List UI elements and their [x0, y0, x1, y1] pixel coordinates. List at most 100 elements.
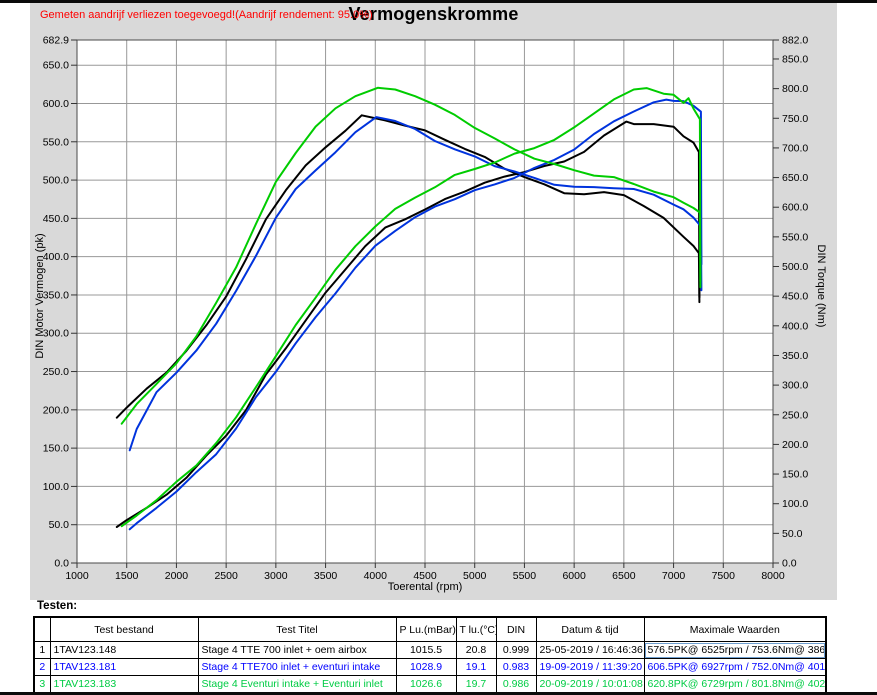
tick-label: 650.0 — [782, 172, 808, 184]
y-right-axis-title: DIN Torque (Nm) — [815, 245, 827, 328]
curve-4 — [120, 87, 702, 528]
column-header-6: Datum & tijd — [535, 616, 645, 642]
tick-label: 600.0 — [43, 98, 69, 110]
table-cell[interactable]: 20.8 — [455, 641, 497, 659]
tick-label: 1500 — [115, 570, 139, 582]
row-number: 2 — [33, 658, 51, 676]
table-cell[interactable]: Stage 4 TTE 700 inlet + oem airbox — [197, 641, 397, 659]
tick-label: 200.0 — [782, 439, 808, 451]
tick-label: 300.0 — [782, 380, 808, 392]
tick-label: 7000 — [662, 570, 686, 582]
tick-label: 150.0 — [43, 443, 69, 455]
table-cell[interactable]: 1028.9 — [395, 658, 457, 676]
table-row-1: 1 1TAV123.148 Stage 4 TTE 700 inlet + oem … — [33, 641, 827, 659]
tick-label: 650.0 — [43, 60, 69, 72]
table-cell[interactable]: 1015.5 — [395, 641, 457, 659]
row-number: 1 — [33, 641, 51, 659]
tick-label: 2500 — [214, 570, 238, 582]
table-cell[interactable]: Stage 4 Eventuri intake + Eventuri inlet — [197, 675, 397, 694]
tick-label: 50.0 — [49, 519, 70, 531]
tick-label: 350.0 — [782, 350, 808, 362]
selected-cell[interactable]: 576.5PK@ 6525rpm / 753.6Nm@ 3863rpm — [643, 641, 827, 659]
tick-label: 700.0 — [782, 142, 808, 154]
table-cell[interactable]: 0.999 — [495, 641, 537, 659]
column-header-7: Maximale Waarden — [643, 616, 827, 642]
tick-label: 8000 — [761, 570, 785, 582]
table-cell[interactable]: 19.7 — [455, 675, 497, 694]
row-number: 3 — [33, 675, 51, 694]
table-cell[interactable]: 1TAV123.148 — [49, 641, 199, 659]
column-header-5: DIN — [495, 616, 537, 642]
curve-3 — [128, 116, 703, 452]
table-cell[interactable]: Stage 4 TTE700 inlet + eventuri intake — [197, 658, 397, 676]
column-header-1: Test bestand — [49, 616, 199, 642]
tick-label: 250.0 — [43, 366, 69, 378]
column-header-0 — [33, 616, 51, 642]
dyno-curves — [115, 86, 703, 531]
tick-label: 5000 — [463, 570, 487, 582]
table-cell[interactable]: 1TAV123.181 — [49, 658, 199, 676]
tick-label: 400.0 — [782, 320, 808, 332]
curve-1 — [115, 114, 701, 419]
tick-label: 200.0 — [43, 404, 69, 416]
gridlines — [77, 40, 773, 563]
tick-label: 2000 — [165, 570, 189, 582]
window-frame-bottom — [0, 692, 877, 695]
y-left-axis-title: DIN Motor Vermogen (pk) — [34, 233, 46, 358]
axis-ticks — [71, 39, 779, 568]
tick-label: 550.0 — [782, 231, 808, 243]
drivetrain-loss-note: Gemeten aandrijf verliezen toegevoegd!(A… — [40, 9, 373, 21]
tick-label: 3000 — [264, 570, 288, 582]
table-row-2: 2 1TAV123.181 Stage 4 TTE700 inlet + event… — [33, 658, 827, 676]
table-cell[interactable]: 0.986 — [495, 675, 537, 694]
tick-label: 500.0 — [782, 261, 808, 273]
tick-label: 350.0 — [43, 289, 69, 301]
tests-section-label: Testen: — [37, 600, 78, 612]
power-torque-chart: 682.9 650.0 600.0 550.0 500.0 450.0 400.0 350.0… — [34, 35, 827, 594]
x-axis-title: Toerental (rpm) — [388, 581, 463, 593]
tick-label: 800.0 — [782, 83, 808, 95]
window-frame-top — [0, 0, 877, 3]
tick-label: 0.0 — [782, 558, 797, 570]
column-header-4: T lu.(°C) — [455, 616, 497, 642]
axis-tick-labels: 682.9 650.0 600.0 550.0 500.0 450.0 400.0 350.0… — [43, 35, 809, 583]
table-cell[interactable]: 1TAV123.183 — [49, 675, 199, 694]
tick-label: 50.0 — [782, 528, 803, 540]
tick-label: 450.0 — [782, 291, 808, 303]
tick-label: 400.0 — [43, 251, 69, 263]
table-header-row: Test bestand Test Titel P Lu.(mBar) T lu.(°… — [33, 616, 827, 642]
tick-label: 4000 — [364, 570, 388, 582]
table-cell[interactable]: 20-09-2019 / 10:01:08 — [535, 675, 645, 694]
tick-label: 550.0 — [43, 136, 69, 148]
table-cell[interactable]: 25-05-2019 / 16:46:36 — [535, 641, 645, 659]
tick-label: 5500 — [513, 570, 537, 582]
table-cell[interactable]: 606.5PK@ 6927rpm / 752.0Nm@ 4010rpm — [643, 658, 827, 676]
table-cell[interactable]: 19-09-2019 / 11:39:20 — [535, 658, 645, 676]
curve-5 — [120, 86, 702, 425]
curve-2 — [128, 98, 703, 531]
tick-label: 7500 — [712, 570, 736, 582]
tick-label: 850.0 — [782, 53, 808, 65]
tick-label: 600.0 — [782, 202, 808, 214]
tick-label: 0.0 — [54, 558, 69, 570]
column-header-3: P Lu.(mBar) — [395, 616, 457, 642]
tick-label: 6000 — [562, 570, 586, 582]
tick-label: 4500 — [413, 570, 437, 582]
tick-label: 1000 — [65, 570, 89, 582]
tick-label: 750.0 — [782, 113, 808, 125]
column-header-2: Test Titel — [197, 616, 397, 642]
table-cell[interactable]: 19.1 — [455, 658, 497, 676]
curve-0 — [115, 120, 701, 528]
table-cell[interactable]: 620.8PK@ 6729rpm / 801.8Nm@ 4025rpm — [643, 675, 827, 694]
tick-label: 100.0 — [43, 481, 69, 493]
tick-label: 882.0 — [782, 35, 808, 47]
tick-label: 300.0 — [43, 328, 69, 340]
table-cell[interactable]: 1026.6 — [395, 675, 457, 694]
tick-label: 100.0 — [782, 498, 808, 510]
tick-label: 250.0 — [782, 409, 808, 421]
tick-label: 6500 — [612, 570, 636, 582]
table-cell[interactable]: 0.983 — [495, 658, 537, 676]
tick-label: 500.0 — [43, 175, 69, 187]
chart-title: Vermogenskromme — [348, 4, 519, 24]
